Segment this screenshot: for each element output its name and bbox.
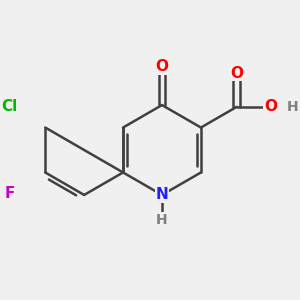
Text: O: O <box>155 59 169 74</box>
Text: Cl: Cl <box>1 99 18 114</box>
Text: H: H <box>287 100 299 114</box>
Text: F: F <box>4 186 15 201</box>
Text: O: O <box>264 99 277 114</box>
Text: N: N <box>156 188 168 202</box>
Text: H: H <box>156 213 168 227</box>
Text: O: O <box>230 66 243 81</box>
